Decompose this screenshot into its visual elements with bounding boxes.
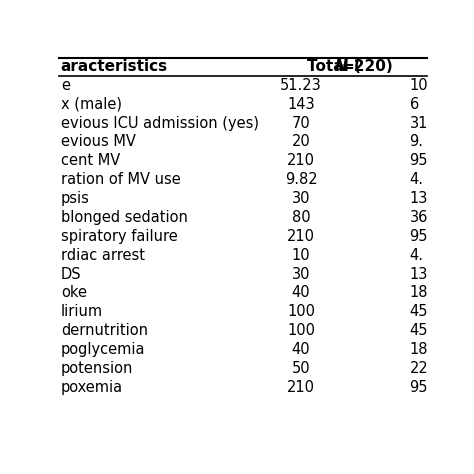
Text: 95: 95	[410, 229, 428, 244]
Text: blonged sedation: blonged sedation	[61, 210, 188, 225]
Text: Total (: Total (	[307, 59, 361, 74]
Text: 13: 13	[410, 266, 428, 282]
Text: e: e	[61, 78, 70, 93]
Text: x (male): x (male)	[61, 97, 122, 112]
Text: DS: DS	[61, 266, 82, 282]
Text: 100: 100	[287, 323, 315, 338]
Text: poxemia: poxemia	[61, 380, 123, 395]
Text: 9.82: 9.82	[285, 172, 318, 187]
Text: 30: 30	[292, 191, 310, 206]
Text: 70: 70	[292, 116, 310, 131]
Text: evious MV: evious MV	[61, 135, 136, 149]
Text: 10: 10	[292, 247, 310, 263]
Text: 4.: 4.	[410, 247, 424, 263]
Text: lirium: lirium	[61, 304, 103, 319]
Text: ration of MV use: ration of MV use	[61, 172, 181, 187]
Text: evious ICU admission (yes): evious ICU admission (yes)	[61, 116, 259, 131]
Text: 210: 210	[287, 380, 315, 395]
Text: cent MV: cent MV	[61, 153, 120, 168]
Text: psis: psis	[61, 191, 90, 206]
Text: 210: 210	[287, 229, 315, 244]
Text: 100: 100	[287, 304, 315, 319]
Text: 9.: 9.	[410, 135, 424, 149]
Text: 31: 31	[410, 116, 428, 131]
Text: spiratory failure: spiratory failure	[61, 229, 178, 244]
Text: 22: 22	[410, 361, 428, 376]
Text: 10: 10	[410, 78, 428, 93]
Text: 45: 45	[410, 323, 428, 338]
Text: 20: 20	[292, 135, 310, 149]
Text: potension: potension	[61, 361, 133, 376]
Text: poglycemia: poglycemia	[61, 342, 146, 357]
Text: 45: 45	[410, 304, 428, 319]
Text: 6: 6	[410, 97, 419, 112]
Text: dernutrition: dernutrition	[61, 323, 148, 338]
Text: N: N	[335, 59, 348, 74]
Text: aracteristics: aracteristics	[61, 59, 168, 74]
Text: 50: 50	[292, 361, 310, 376]
Text: 95: 95	[410, 380, 428, 395]
Text: 18: 18	[410, 285, 428, 301]
Text: oke: oke	[61, 285, 87, 301]
Text: 51.23: 51.23	[280, 78, 322, 93]
Text: 36: 36	[410, 210, 428, 225]
Text: 143: 143	[287, 97, 315, 112]
Text: 18: 18	[410, 342, 428, 357]
Text: 30: 30	[292, 266, 310, 282]
Text: 40: 40	[292, 285, 310, 301]
Text: 4.: 4.	[410, 172, 424, 187]
Text: 40: 40	[292, 342, 310, 357]
Text: 80: 80	[292, 210, 310, 225]
Text: 95: 95	[410, 153, 428, 168]
Text: 13: 13	[410, 191, 428, 206]
Text: 210: 210	[287, 153, 315, 168]
Text: =220): =220)	[341, 59, 393, 74]
Text: rdiac arrest: rdiac arrest	[61, 247, 145, 263]
